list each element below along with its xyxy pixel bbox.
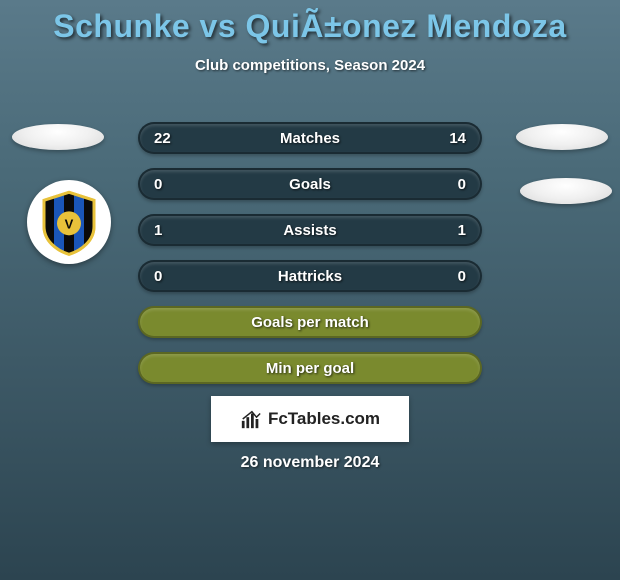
watermark: FcTables.com (211, 396, 409, 442)
page-subtitle: Club competitions, Season 2024 (0, 57, 620, 74)
stat-row: 1 Assists 1 (138, 214, 482, 246)
shield-icon: V (40, 190, 98, 256)
chart-icon (240, 408, 262, 430)
stat-row: Min per goal (138, 352, 482, 384)
stat-row: Goals per match (138, 306, 482, 338)
stat-label: Hattricks (278, 268, 342, 285)
stat-left-value: 1 (154, 222, 162, 239)
stat-left-value: 22 (154, 130, 171, 147)
stat-left-value: 0 (154, 176, 162, 193)
infographic: Schunke vs QuiÃ±onez Mendoza Club compet… (0, 0, 620, 580)
stat-label: Goals (289, 176, 331, 193)
stat-label: Goals per match (251, 314, 369, 331)
stat-row: 0 Goals 0 (138, 168, 482, 200)
player-left-placeholder (12, 124, 104, 150)
stat-right-value: 0 (458, 268, 466, 285)
page-title: Schunke vs QuiÃ±onez Mendoza (0, 8, 620, 45)
player-right-placeholder (516, 124, 608, 150)
watermark-text: FcTables.com (268, 409, 380, 429)
stat-row: 22 Matches 14 (138, 122, 482, 154)
club-left-badge: V (20, 180, 118, 264)
stat-label: Assists (283, 222, 336, 239)
stat-label: Matches (280, 130, 340, 147)
stat-label: Min per goal (266, 360, 354, 377)
badge-circle: V (27, 180, 111, 264)
stat-rows: 22 Matches 14 0 Goals 0 1 Assists 1 0 Hattricks 0 Go… (138, 122, 482, 398)
stat-right-value: 1 (458, 222, 466, 239)
stat-row: 0 Hattricks 0 (138, 260, 482, 292)
club-right-placeholder (520, 178, 612, 204)
stat-right-value: 14 (449, 130, 466, 147)
stat-left-value: 0 (154, 268, 162, 285)
date-text: 26 november 2024 (0, 454, 620, 472)
stat-right-value: 0 (458, 176, 466, 193)
svg-text:V: V (65, 216, 74, 231)
